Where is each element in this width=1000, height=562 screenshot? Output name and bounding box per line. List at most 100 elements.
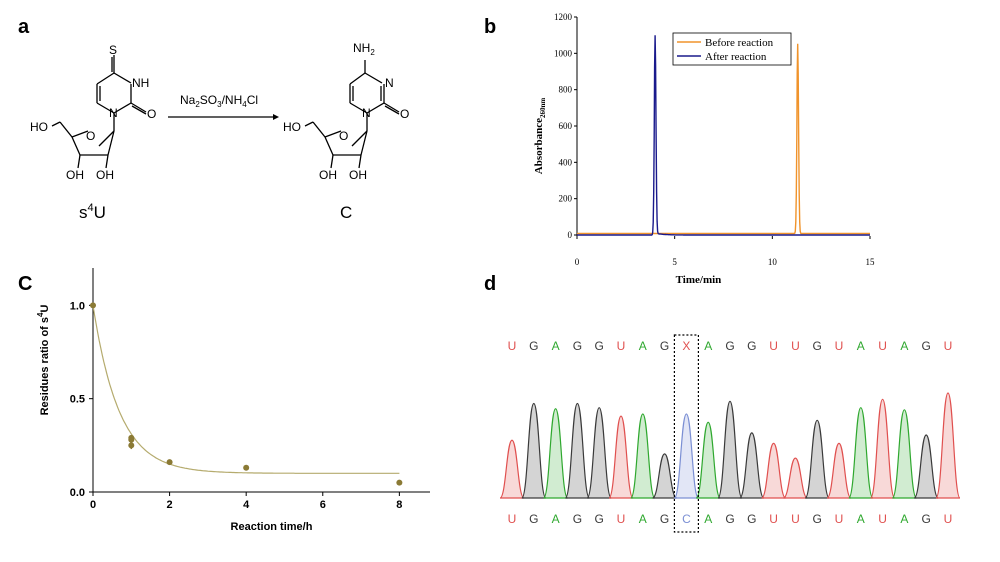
kinetics-chart: 0.0 0.5 1.0 0 2 4 6 8 Reaction time/h Residues ra… bbox=[36, 268, 430, 533]
atom-ho: HO bbox=[30, 120, 48, 134]
peak-3 bbox=[564, 402, 590, 499]
y-axis-label: Residues ratio of s4U bbox=[36, 305, 51, 416]
bottom-base-18: A bbox=[900, 512, 908, 526]
bottom-base-5: U bbox=[617, 512, 626, 526]
legend-box bbox=[672, 32, 792, 66]
atom-oh-2-c: OH bbox=[349, 168, 367, 182]
series-line-1 bbox=[577, 35, 870, 236]
atom-ho-c: HO bbox=[283, 120, 301, 134]
peak-7 bbox=[652, 453, 678, 499]
bottom-base-20: U bbox=[944, 512, 953, 526]
bottom-base-7: G bbox=[660, 512, 669, 526]
x-tick-label: 4 bbox=[243, 499, 250, 511]
atom-oh-3-c: OH bbox=[319, 168, 337, 182]
atom-n3: N bbox=[385, 76, 394, 90]
peak-18 bbox=[891, 409, 917, 499]
x-axis-label: Time/min bbox=[676, 274, 722, 286]
peak-20 bbox=[935, 392, 961, 499]
peak-17 bbox=[870, 398, 896, 499]
panel-letter-c: C bbox=[18, 273, 32, 295]
data-point-0 bbox=[90, 302, 96, 309]
peak-15 bbox=[826, 442, 852, 499]
bottom-base-9: A bbox=[704, 512, 712, 526]
top-base-1: G bbox=[529, 339, 538, 353]
s4u-structure bbox=[51, 55, 147, 169]
atom-o-ring-c: O bbox=[339, 129, 348, 143]
y-tick-label: 0 bbox=[568, 230, 573, 240]
atom-n: N bbox=[109, 106, 118, 120]
bottom-base-13: U bbox=[791, 512, 800, 526]
c-structure bbox=[304, 60, 400, 169]
peak-5 bbox=[608, 415, 634, 499]
top-base-14: G bbox=[813, 339, 822, 353]
y-tick-label: 1000 bbox=[554, 48, 573, 58]
peak-19 bbox=[913, 434, 939, 499]
data-point-2 bbox=[128, 442, 135, 449]
atom-oh-2: OH bbox=[96, 168, 114, 182]
y-tick-label: 1200 bbox=[554, 12, 573, 22]
top-base-13: U bbox=[791, 339, 800, 353]
reagent-label: Na2SO3/NH4Cl bbox=[180, 93, 258, 109]
x-tick-label: 5 bbox=[672, 257, 677, 267]
top-base-5: U bbox=[617, 339, 626, 353]
x-axis-label: Reaction time/h bbox=[231, 521, 313, 533]
y-tick-label: 800 bbox=[559, 85, 573, 95]
x-tick-label: 8 bbox=[396, 499, 402, 511]
peak-11 bbox=[739, 432, 765, 499]
bottom-base-10: G bbox=[725, 512, 734, 526]
top-base-17: U bbox=[878, 339, 887, 353]
bottom-base-8: C bbox=[682, 512, 691, 526]
panel-letter-b: b bbox=[484, 16, 496, 38]
y-tick-label: 0.0 bbox=[70, 487, 85, 499]
bottom-base-11: G bbox=[747, 512, 756, 526]
fit-curve bbox=[92, 305, 400, 474]
top-base-8: X bbox=[682, 339, 690, 353]
x-tick-label: 6 bbox=[320, 499, 326, 511]
legend-label-0: Before reaction bbox=[705, 37, 774, 49]
y-axis-label: Absorbance260nm bbox=[533, 98, 547, 175]
bottom-base-16: A bbox=[857, 512, 865, 526]
x-tick-label: 10 bbox=[768, 257, 778, 267]
top-base-11: G bbox=[747, 339, 756, 353]
peak-0 bbox=[499, 439, 525, 499]
legend: Before reaction After reaction bbox=[672, 32, 792, 66]
top-base-9: A bbox=[704, 339, 712, 353]
highlight-box bbox=[673, 334, 700, 533]
panel-letter-d: d bbox=[484, 273, 496, 295]
bottom-base-15: U bbox=[835, 512, 844, 526]
top-base-19: G bbox=[922, 339, 931, 353]
peak-10 bbox=[717, 400, 743, 499]
atom-n1: N bbox=[362, 106, 371, 120]
legend-label-1: After reaction bbox=[705, 51, 767, 63]
y-tick-label: 1.0 bbox=[70, 300, 85, 312]
peak-16 bbox=[848, 407, 874, 499]
atom-o-ring: O bbox=[86, 129, 95, 143]
atom-s: S bbox=[109, 43, 117, 57]
top-base-15: U bbox=[835, 339, 844, 353]
bottom-base-17: U bbox=[878, 512, 887, 526]
y-tick-label: 200 bbox=[559, 194, 573, 204]
top-base-6: A bbox=[639, 339, 647, 353]
bottom-base-4: G bbox=[595, 512, 604, 526]
bottom-base-0: U bbox=[508, 512, 517, 526]
y-tick-label: 400 bbox=[559, 157, 573, 167]
peak-2 bbox=[543, 408, 569, 499]
data-point-6 bbox=[396, 479, 403, 486]
compound-name-s4u: s4U bbox=[79, 202, 106, 222]
series-line-0 bbox=[577, 43, 870, 235]
peak-9 bbox=[695, 421, 721, 499]
peak-4 bbox=[586, 407, 612, 499]
peak-6 bbox=[630, 413, 656, 499]
top-base-3: G bbox=[573, 339, 582, 353]
x-tick-label: 0 bbox=[575, 257, 580, 267]
data-point-5 bbox=[243, 464, 250, 471]
reaction-scheme bbox=[51, 55, 400, 169]
atom-oh-3: OH bbox=[66, 168, 84, 182]
peak-13 bbox=[782, 457, 808, 499]
atom-nh2: NH2 bbox=[353, 41, 375, 57]
peak-1 bbox=[521, 402, 547, 499]
top-base-4: G bbox=[595, 339, 604, 353]
x-tick-label: 2 bbox=[167, 499, 173, 511]
hplc-chart: 0 200 400 600 800 1000 1200 0 5 10 15 Time/min Absor… bbox=[533, 12, 875, 286]
